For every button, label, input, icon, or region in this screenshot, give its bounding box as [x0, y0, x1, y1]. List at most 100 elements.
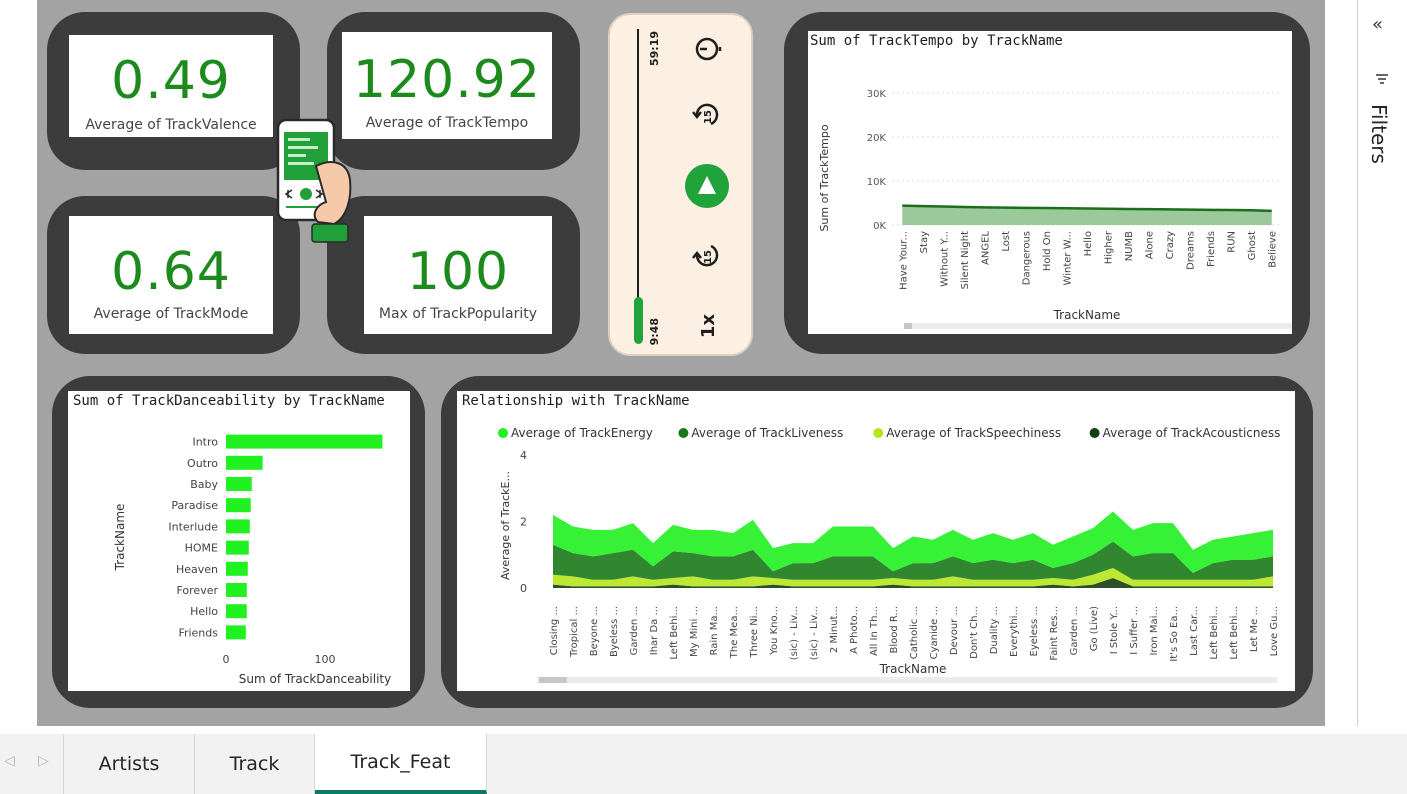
y-axis-label: Average of TrackE...: [499, 471, 512, 580]
category-label: Paradise: [171, 499, 218, 512]
x-tick-label: RUN: [1227, 231, 1238, 253]
x-tick-label: Closing ...: [549, 606, 560, 655]
x-tick-label: Dreams: [1186, 231, 1197, 270]
seek-progress-fill[interactable]: [634, 297, 643, 344]
danceability-bar: [226, 498, 251, 513]
legend-marker: [678, 428, 689, 438]
previous-page-icon[interactable]: ◁: [4, 753, 15, 769]
rewind-15-icon[interactable]: 15: [692, 244, 719, 267]
tempo-chart-card[interactable]: Sum of TrackTempo by TrackName 0K 10K 20K 3…: [808, 31, 1292, 334]
y-tick-label: 30K: [867, 89, 887, 100]
x-tick-label: Believe: [1268, 231, 1279, 268]
play-icon[interactable]: [685, 164, 729, 208]
next-page-icon[interactable]: ▷: [38, 753, 49, 769]
scrollbar-thumb: [539, 677, 567, 683]
x-tick-label: 100: [315, 653, 336, 666]
kpi-label: Average of TrackTempo: [365, 115, 529, 131]
tab-track-feat[interactable]: Track_Feat: [315, 734, 487, 794]
kpi-card-popularity[interactable]: 100 Max of TrackPopularity: [364, 216, 552, 334]
x-tick-label: Friends: [1206, 231, 1217, 267]
x-tick-label: Cyanide ...: [929, 606, 940, 659]
chart-title: Sum of TrackDanceability by TrackName: [73, 393, 385, 409]
page-tab-bar: ◁ ▷ Artists Track Track_Feat: [0, 734, 1407, 794]
tab-artists[interactable]: Artists: [64, 734, 195, 794]
x-tick-label: Dangerous: [1021, 231, 1032, 285]
series-area: [553, 511, 1273, 574]
legend-marker: [873, 428, 884, 438]
danceability-bar: [226, 561, 248, 576]
x-tick-label: Higher: [1104, 230, 1115, 264]
category-label: Friends: [178, 626, 218, 639]
chart-title: Sum of TrackTempo by TrackName: [810, 33, 1063, 49]
category-label: Interlude: [168, 520, 218, 533]
x-tick-label: NUMB: [1124, 231, 1135, 261]
filters-label[interactable]: Filters: [1367, 104, 1391, 164]
forward-15-icon[interactable]: 15: [692, 103, 719, 126]
relationship-chart-card[interactable]: Relationship with TrackName Average of T…: [457, 391, 1295, 691]
tab-track[interactable]: Track: [195, 734, 315, 794]
report-canvas: 0.49 Average of TrackValence 120.92 Aver…: [37, 0, 1325, 726]
x-tick-label: Last Car...: [1189, 606, 1200, 656]
x-tick-label: ANGEL: [980, 231, 991, 265]
kpi-label: Max of TrackPopularity: [378, 306, 538, 322]
series-area: [553, 541, 1273, 580]
x-tick-label: Rain Ma...: [709, 606, 720, 655]
x-tick-label: 2 Minut...: [829, 606, 840, 653]
double-chevron-left-icon[interactable]: «: [1372, 14, 1384, 35]
x-tick-label: I Stole Y...: [1109, 606, 1120, 654]
danceability-bar: [226, 540, 249, 555]
tempo-area-chart: 0K 10K 20K 30K Have Your... Stay Without Y... S…: [818, 89, 1292, 329]
y-axis-label: TrackName: [113, 504, 127, 572]
danceability-bar: [226, 519, 250, 534]
x-tick-label: My Mini ...: [689, 606, 700, 657]
x-tick-label: Everythi...: [1009, 606, 1020, 657]
speed-button[interactable]: 1x: [698, 314, 719, 339]
x-tick-label: Ihar Da ...: [649, 606, 660, 655]
danceability-bar: [226, 477, 252, 491]
x-tick-label: Ghost: [1247, 231, 1258, 260]
y-tick-label: 4: [520, 449, 527, 462]
x-tick-label: Go (Live): [1089, 606, 1100, 651]
danceability-chart-card[interactable]: Sum of TrackDanceability by TrackName In…: [68, 391, 410, 691]
x-tick-label: Faint Res...: [1049, 606, 1060, 661]
x-tick-label: Alone: [1145, 231, 1156, 259]
legend-label: Average of TrackAcousticness: [1103, 426, 1281, 440]
x-tick-label: Stay: [919, 231, 930, 253]
y-tick-label: 20K: [867, 133, 887, 144]
kpi-card-tempo[interactable]: 120.92 Average of TrackTempo: [342, 32, 552, 139]
legend-label: Average of TrackLiveness: [691, 426, 843, 440]
media-player-panel: 59:19 9:48 15 15 1x: [608, 13, 753, 356]
category-label: Outro: [187, 457, 218, 470]
x-tick-label: Garden ...: [629, 606, 640, 655]
horizontal-scrollbar: [537, 677, 1277, 683]
filter-lines-icon[interactable]: [1374, 72, 1390, 86]
kpi-card-valence[interactable]: 0.49 Average of TrackValence: [69, 35, 273, 137]
kpi-value: 100: [406, 242, 510, 302]
x-tick-label: Love Gu...: [1269, 606, 1280, 656]
x-tick-label: (sic) - Liv...: [789, 606, 800, 660]
y-axis-label: Sum of TrackTempo: [818, 124, 831, 231]
danceability-bar: [226, 625, 246, 640]
x-tick-label: Duality ...: [989, 606, 1000, 654]
y-tick-label: 0K: [873, 221, 886, 232]
legend-label: Average of TrackSpeechiness: [886, 426, 1061, 440]
x-tick-label: It's So Ea...: [1169, 606, 1180, 662]
timer-icon[interactable]: [695, 37, 722, 61]
x-tick-label: Left Behi...: [1209, 606, 1220, 660]
kpi-label: Average of TrackMode: [93, 306, 249, 322]
rewind-15-label: 15: [703, 250, 714, 264]
kpi-card-mode[interactable]: 0.64 Average of TrackMode: [69, 216, 273, 334]
x-tick-label: Left Behi...: [1229, 606, 1240, 660]
x-tick-label: Let Me ...: [1249, 606, 1260, 652]
x-tick-label: Lost: [1001, 231, 1012, 252]
filters-pane: « Filters: [1357, 0, 1407, 726]
x-axis-label: TrackName: [879, 662, 947, 676]
x-tick-label: Garden ...: [1069, 606, 1080, 655]
danceability-bar: [226, 434, 383, 449]
x-tick-label: (sic) - Liv...: [809, 606, 820, 660]
x-tick-label: Eyeless ...: [1029, 606, 1040, 656]
x-tick-label: Have Your...: [898, 231, 909, 290]
kpi-value: 0.49: [111, 51, 231, 111]
danceability-bar: [226, 455, 263, 470]
x-tick-label: You Kno...: [769, 606, 780, 656]
